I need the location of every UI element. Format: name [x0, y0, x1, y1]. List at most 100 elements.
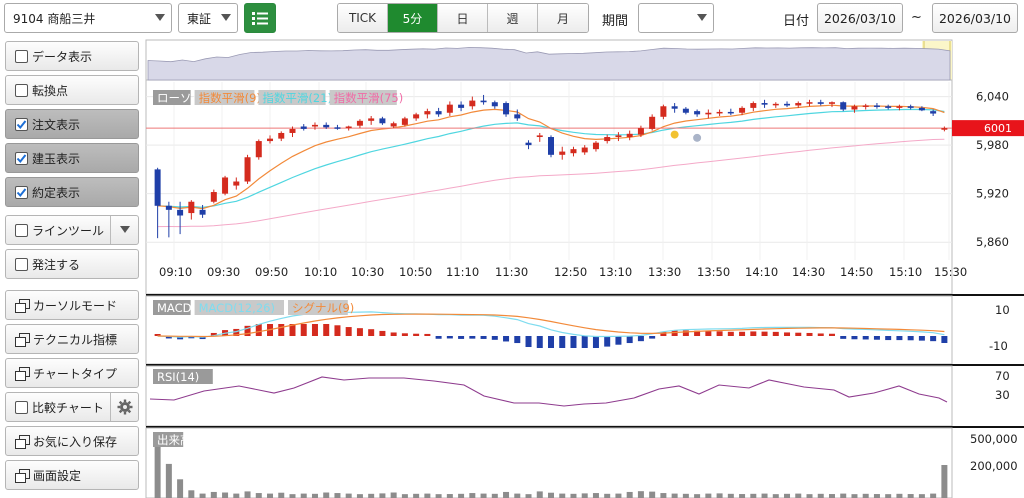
- candle-body: [458, 104, 465, 108]
- candle-body: [424, 111, 431, 115]
- candle-body: [604, 137, 611, 142]
- candle: [885, 104, 892, 110]
- candle: [525, 140, 532, 150]
- checkbox-icon[interactable]: [15, 117, 28, 131]
- candle: [154, 167, 161, 239]
- checkbox-icon[interactable]: [15, 400, 28, 414]
- volume-bar: [503, 491, 510, 498]
- sidebar-item-0[interactable]: データ表示: [5, 41, 139, 71]
- candle: [469, 96, 476, 110]
- candle-body: [379, 118, 386, 124]
- sidebar-item-1[interactable]: 転換点: [5, 75, 139, 105]
- panel-separator: [146, 364, 1024, 366]
- sidebar-item-11[interactable]: お気に入り保存: [5, 426, 139, 456]
- volume-bar: [873, 494, 880, 498]
- candle: [750, 101, 757, 112]
- sidebar-item-9[interactable]: チャートタイプ: [5, 358, 139, 388]
- range-select[interactable]: [638, 3, 714, 33]
- candle: [390, 121, 397, 129]
- macd-histogram-bar: [626, 336, 633, 344]
- candle: [570, 146, 577, 157]
- checkbox-icon[interactable]: [15, 83, 28, 97]
- candle: [413, 112, 420, 121]
- legend-ema21: 指数平滑(21): [262, 91, 332, 105]
- chevron-down-icon: [697, 14, 707, 21]
- macd-histogram-bar: [784, 332, 791, 336]
- candle: [255, 139, 262, 160]
- checkbox-icon[interactable]: [15, 151, 28, 165]
- time-tick-label: 15:10: [889, 265, 922, 279]
- legend-candle: ローソク: [157, 91, 203, 105]
- macd-histogram-bar: [918, 336, 925, 341]
- sidebar-item-label: 建玉表示: [32, 151, 81, 166]
- candle-body: [503, 103, 510, 115]
- candle: [356, 119, 363, 129]
- sidebar-item-2[interactable]: 注文表示: [5, 109, 139, 139]
- macd-histogram-bar: [795, 332, 802, 336]
- volume-bar: [401, 494, 408, 498]
- legend-ema75-bg: [329, 90, 397, 105]
- candle: [503, 101, 510, 117]
- sidebar-item-5[interactable]: ラインツール: [5, 215, 139, 245]
- sidebar-item-7[interactable]: カーソルモード: [5, 290, 139, 320]
- date-to-input[interactable]: 2026/03/10: [932, 3, 1018, 33]
- macd-histogram-bar: [772, 331, 779, 336]
- macd-histogram-bar: [570, 336, 577, 348]
- candle-body: [851, 106, 858, 110]
- list-view-button[interactable]: [244, 3, 276, 33]
- date-from-input[interactable]: 2026/03/10: [817, 3, 903, 33]
- macd-histogram-bar: [716, 331, 723, 336]
- volume-tick-label: 500,000: [970, 432, 1018, 446]
- line-tool-dropdown[interactable]: [110, 216, 138, 244]
- macd-histogram-bar: [649, 336, 656, 339]
- macd-histogram-bar: [671, 330, 678, 336]
- candle-body: [289, 128, 296, 133]
- candle-body: [795, 103, 802, 106]
- checkbox-icon[interactable]: [15, 49, 28, 63]
- checkbox-icon[interactable]: [15, 185, 28, 199]
- macd-histogram-bar: [413, 333, 420, 336]
- execution-marker: [693, 133, 702, 142]
- macd-histogram-bar: [334, 325, 341, 336]
- sidebar-item-8[interactable]: テクニカル指標: [5, 324, 139, 354]
- volume-bar: [480, 493, 487, 498]
- candle-body: [626, 133, 633, 138]
- sidebar-item-10[interactable]: 比較チャート: [5, 392, 139, 422]
- tab-5min[interactable]: 5分: [388, 4, 438, 32]
- volume-bar: [379, 493, 386, 498]
- legend-signal-bg: [288, 300, 348, 315]
- candle: [379, 116, 386, 125]
- chart-area[interactable]: 6,040 5,980 5,920 5,860 09:10 09:30 09:50 10:10…: [144, 38, 1024, 498]
- sidebar-item-4[interactable]: 約定表示: [5, 177, 139, 207]
- time-tick-label: 14:30: [792, 265, 825, 279]
- chevron-down-icon: [221, 14, 231, 21]
- tab-tick[interactable]: TICK: [338, 4, 388, 32]
- volume-bar: [199, 493, 206, 498]
- compare-settings-button[interactable]: [110, 393, 138, 421]
- tab-week[interactable]: 週: [488, 4, 538, 32]
- symbol-select[interactable]: 9104 商船三井: [4, 3, 172, 33]
- checkbox-icon[interactable]: [15, 223, 28, 237]
- time-tick-label: 12:50: [554, 265, 587, 279]
- market-select[interactable]: 東証: [178, 3, 238, 33]
- macd-histogram-bar: [154, 334, 161, 336]
- candle: [694, 109, 701, 117]
- sidebar-item-12[interactable]: 画面設定: [5, 460, 139, 490]
- tab-month[interactable]: 月: [538, 4, 588, 32]
- window-icon: [15, 299, 30, 313]
- tab-day[interactable]: 日: [438, 4, 488, 32]
- triangle-down-icon: [119, 226, 130, 233]
- candle-body: [941, 128, 948, 130]
- volume-bar: [750, 493, 757, 498]
- sidebar-item-3[interactable]: 建玉表示: [5, 143, 139, 173]
- macd-histogram-bar: [761, 331, 768, 336]
- macd-histogram-bar: [739, 331, 746, 336]
- checkbox-icon[interactable]: [15, 257, 28, 271]
- volume-bar: [682, 493, 689, 498]
- macd-histogram-bar: [536, 336, 543, 348]
- price-tick-label: 5,920: [976, 187, 1009, 201]
- volume-bar: [615, 493, 622, 498]
- chevron-down-icon: [155, 14, 165, 21]
- sidebar-item-6[interactable]: 発注する: [5, 249, 139, 279]
- volume-bar: [368, 493, 375, 498]
